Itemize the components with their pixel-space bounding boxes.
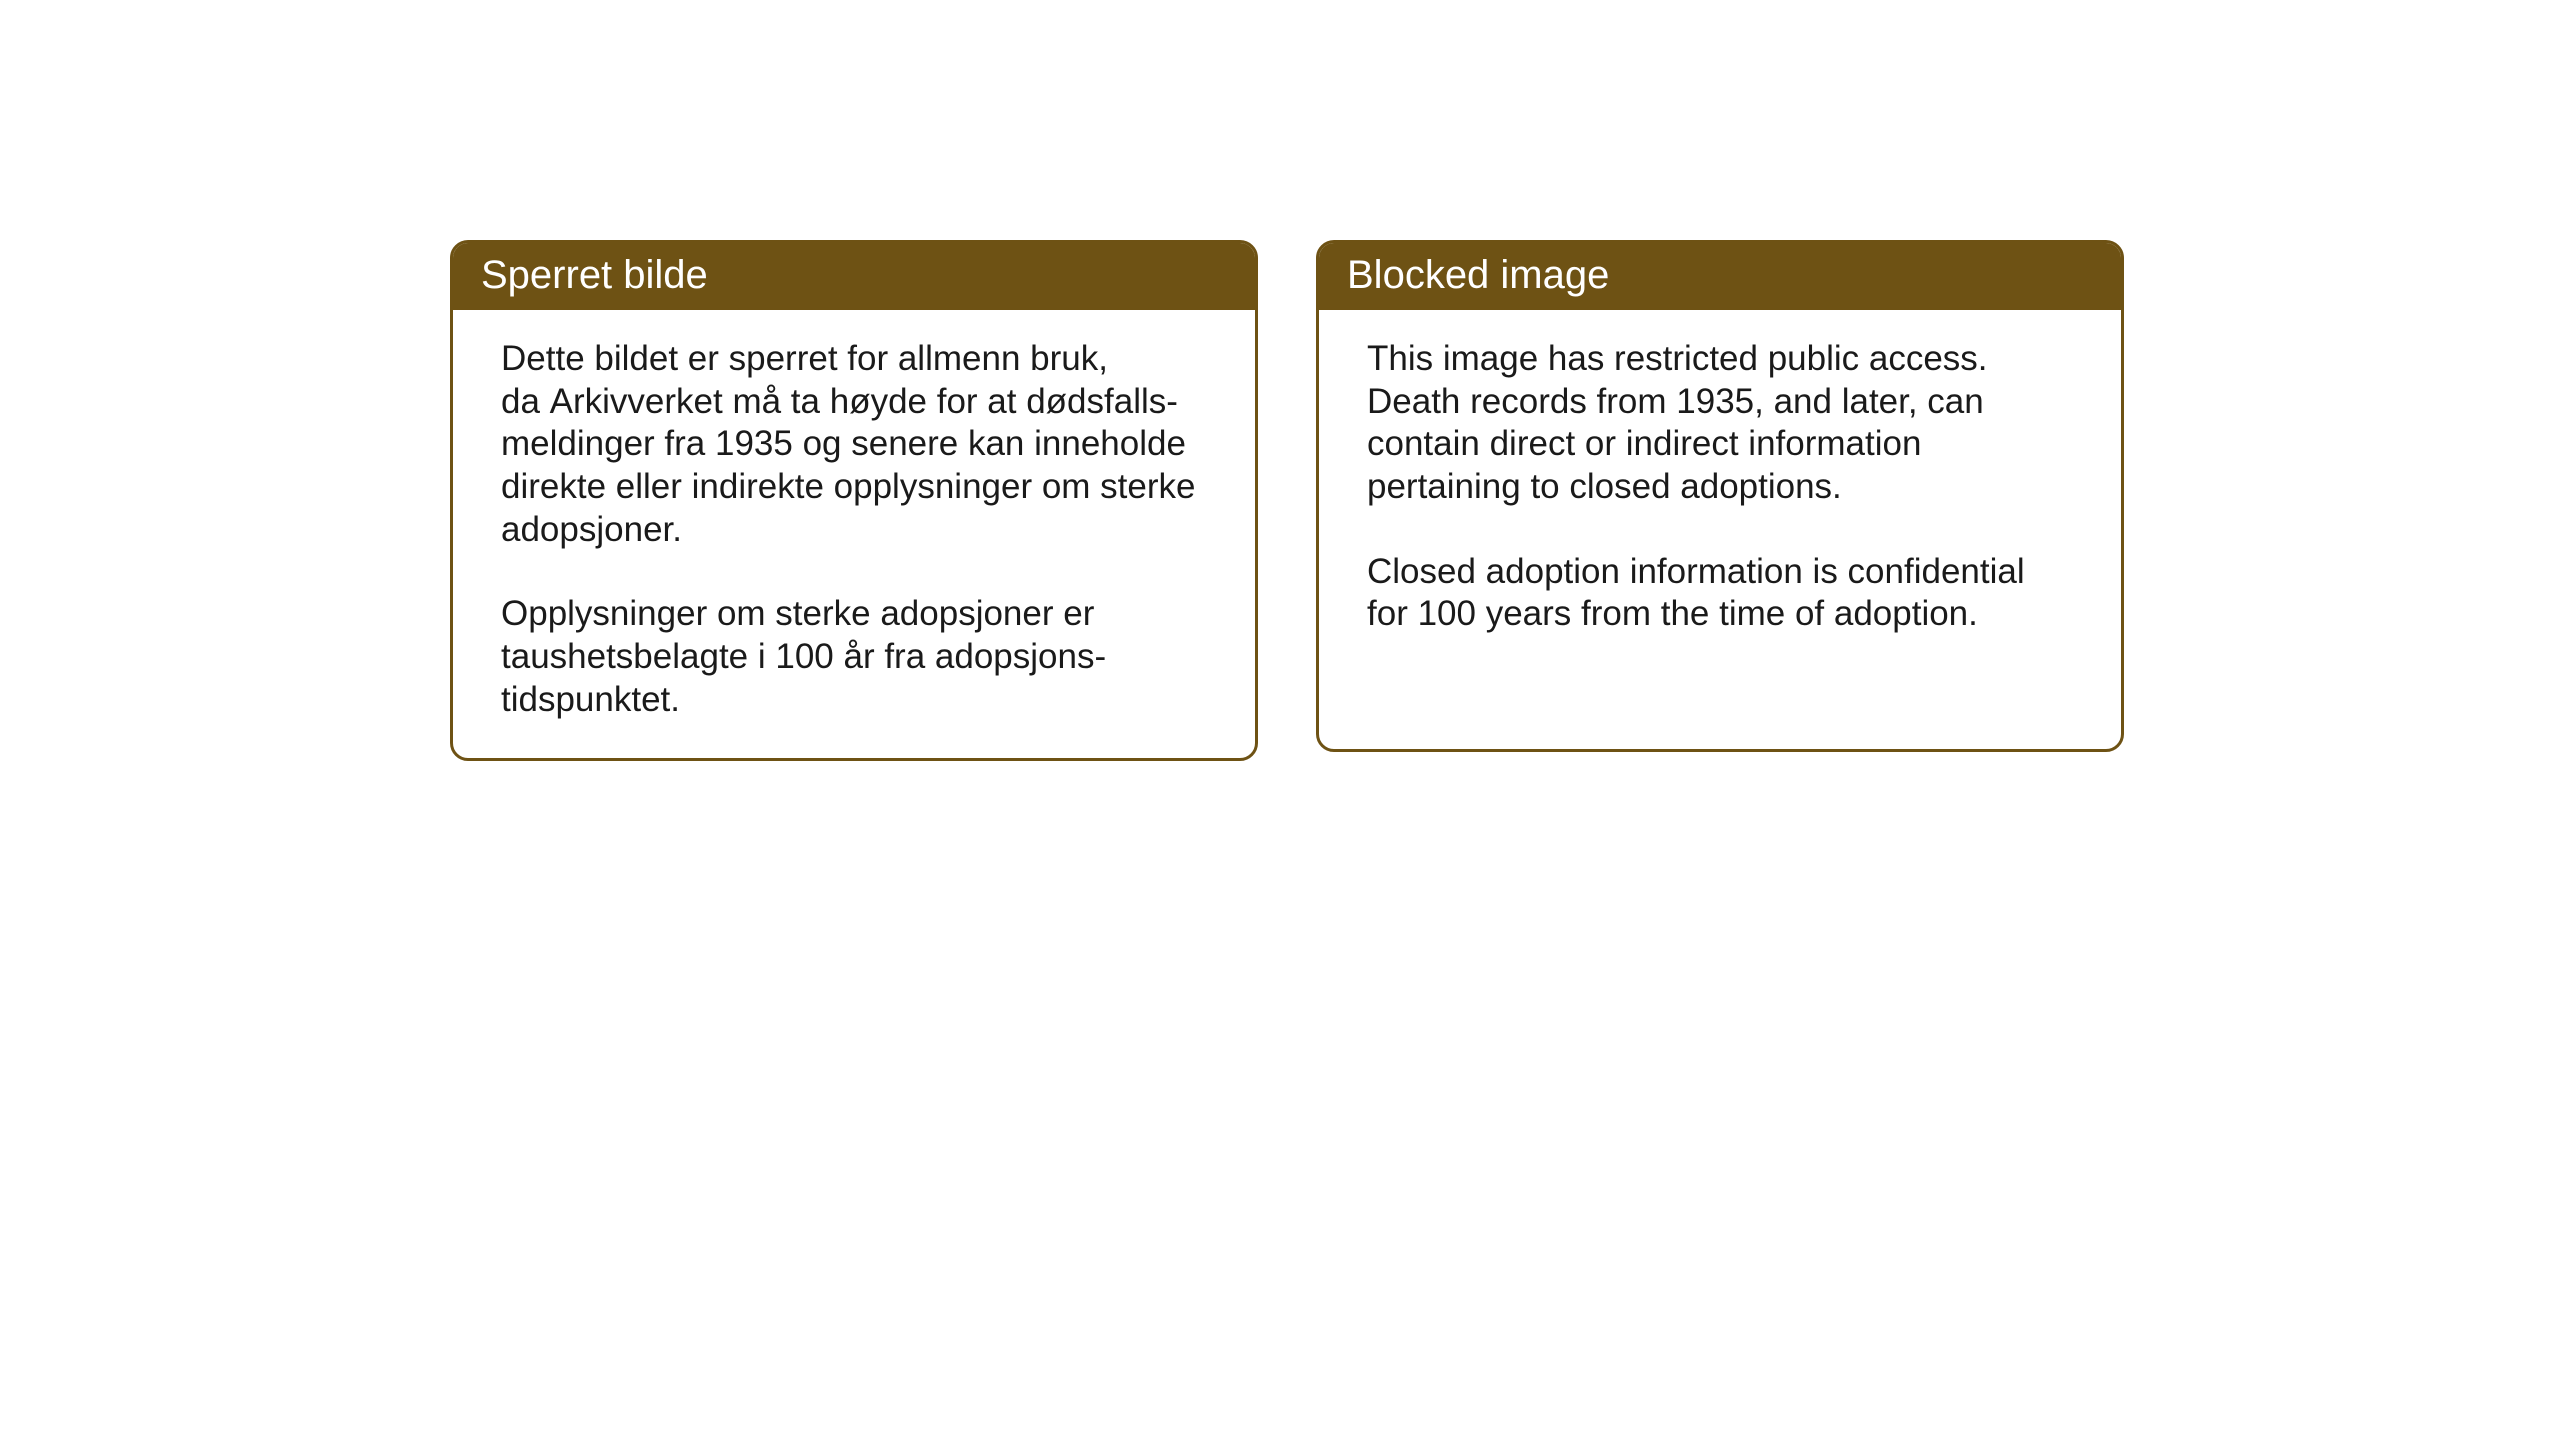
card-body-english: This image has restricted public access.… bbox=[1319, 310, 2121, 672]
notice-card-norwegian: Sperret bilde Dette bildet er sperret fo… bbox=[450, 240, 1258, 761]
card-title: Sperret bilde bbox=[481, 253, 708, 297]
card-paragraph-1: Dette bildet er sperret for allmenn bruk… bbox=[501, 338, 1207, 551]
card-body-norwegian: Dette bildet er sperret for allmenn bruk… bbox=[453, 310, 1255, 758]
card-title: Blocked image bbox=[1347, 253, 1609, 297]
card-paragraph-1: This image has restricted public access.… bbox=[1367, 338, 2073, 509]
notice-card-english: Blocked image This image has restricted … bbox=[1316, 240, 2124, 752]
notice-container: Sperret bilde Dette bildet er sperret fo… bbox=[450, 240, 2124, 761]
card-header-english: Blocked image bbox=[1319, 243, 2121, 310]
card-header-norwegian: Sperret bilde bbox=[453, 243, 1255, 310]
card-paragraph-2: Opplysninger om sterke adopsjoner er tau… bbox=[501, 593, 1207, 721]
card-paragraph-2: Closed adoption information is confident… bbox=[1367, 551, 2073, 636]
